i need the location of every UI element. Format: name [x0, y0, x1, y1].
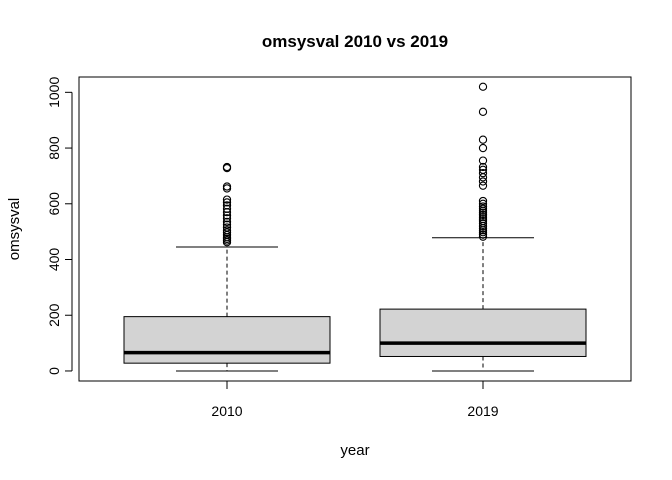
box-iqr: [123, 316, 331, 364]
outlier-point: [478, 156, 488, 165]
outlier-point: [478, 199, 488, 208]
outlier-point: [478, 196, 488, 206]
y-tick-label: 800: [46, 136, 62, 160]
y-tick-label: 400: [46, 248, 62, 272]
outlier-point: [478, 177, 488, 186]
y-tick-label: 1000: [46, 77, 62, 108]
outlier-point: [478, 230, 488, 239]
outlier-point: [222, 195, 232, 204]
outlier-point: [478, 219, 488, 228]
outlier-point: [478, 204, 488, 213]
outlier-point: [478, 213, 488, 222]
outlier-point: [222, 198, 232, 207]
outlier-point: [222, 182, 232, 191]
chart-title: omsysval 2010 vs 2019: [262, 32, 448, 51]
outlier-point: [478, 210, 488, 220]
plot-area: 0 200 400 600 800 1000 2010 2019: [46, 76, 632, 419]
outlier-point: [478, 82, 488, 91]
outlier-point: [222, 226, 232, 235]
outlier-point: [222, 201, 232, 210]
outlier-point: [222, 217, 232, 227]
y-axis-label: omsysval: [6, 198, 23, 261]
x-axis-label: year: [340, 442, 369, 459]
outlier-point: [478, 165, 488, 174]
outlier-point: [478, 232, 488, 241]
outlier-point: [478, 143, 488, 153]
outlier-point: [222, 223, 232, 232]
x-tick-label: 2010: [211, 403, 242, 419]
outlier-point: [222, 214, 232, 223]
outlier-point: [478, 135, 488, 144]
x-tick-label: 2019: [467, 403, 498, 419]
box-iqr: [379, 308, 587, 357]
outlier-point: [222, 228, 232, 237]
outlier-point: [222, 220, 232, 229]
outlier-point: [478, 162, 488, 172]
outlier-point: [478, 168, 488, 178]
y-tick-label: 200: [46, 303, 62, 327]
outlier-point: [478, 107, 488, 116]
outlier-point: [478, 202, 488, 211]
outlier-point: [222, 162, 232, 172]
outlier-point: [478, 173, 488, 182]
outlier-point: [222, 204, 232, 213]
y-tick-label: 600: [46, 192, 62, 216]
y-tick-label: 0: [46, 367, 62, 375]
outlier-point: [478, 181, 488, 190]
